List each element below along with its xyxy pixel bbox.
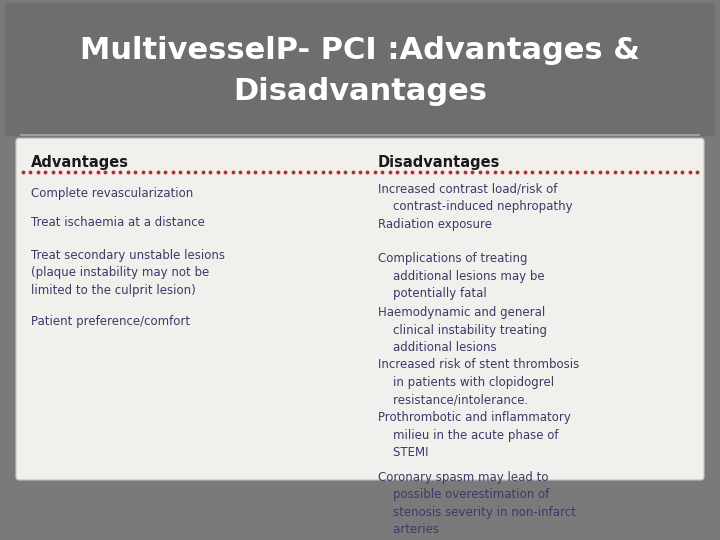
Text: Patient preference/comfort: Patient preference/comfort (31, 314, 190, 328)
Text: Disadvantages: Disadvantages (233, 77, 487, 106)
Text: Advantages: Advantages (31, 156, 129, 171)
Text: Treat secondary unstable lesions
(plaque instability may not be
limited to the c: Treat secondary unstable lesions (plaque… (31, 249, 225, 296)
Text: Disadvantages: Disadvantages (378, 156, 500, 171)
FancyBboxPatch shape (16, 138, 704, 480)
Text: Increased contrast load/risk of
    contrast-induced nephropathy: Increased contrast load/risk of contrast… (378, 183, 572, 213)
Text: Coronary spasm may lead to
    possible overestimation of
    stenosis severity : Coronary spasm may lead to possible over… (378, 471, 576, 536)
Text: Haemodynamic and general
    clinical instability treating
    additional lesion: Haemodynamic and general clinical instab… (378, 306, 547, 354)
FancyBboxPatch shape (5, 3, 715, 136)
Text: Treat ischaemia at a distance: Treat ischaemia at a distance (31, 216, 204, 229)
Text: Increased risk of stent thrombosis
    in patients with clopidogrel
    resistan: Increased risk of stent thrombosis in pa… (378, 359, 579, 407)
Text: Radiation exposure: Radiation exposure (378, 218, 492, 231)
Text: Complete revascularization: Complete revascularization (31, 186, 193, 199)
Text: MultivesselP- PCI :Advantages &: MultivesselP- PCI :Advantages & (80, 36, 640, 65)
Text: Prothrombotic and inflammatory
    milieu in the acute phase of
    STEMI: Prothrombotic and inflammatory milieu in… (378, 411, 571, 460)
Text: Complications of treating
    additional lesions may be
    potentially fatal: Complications of treating additional les… (378, 252, 544, 300)
